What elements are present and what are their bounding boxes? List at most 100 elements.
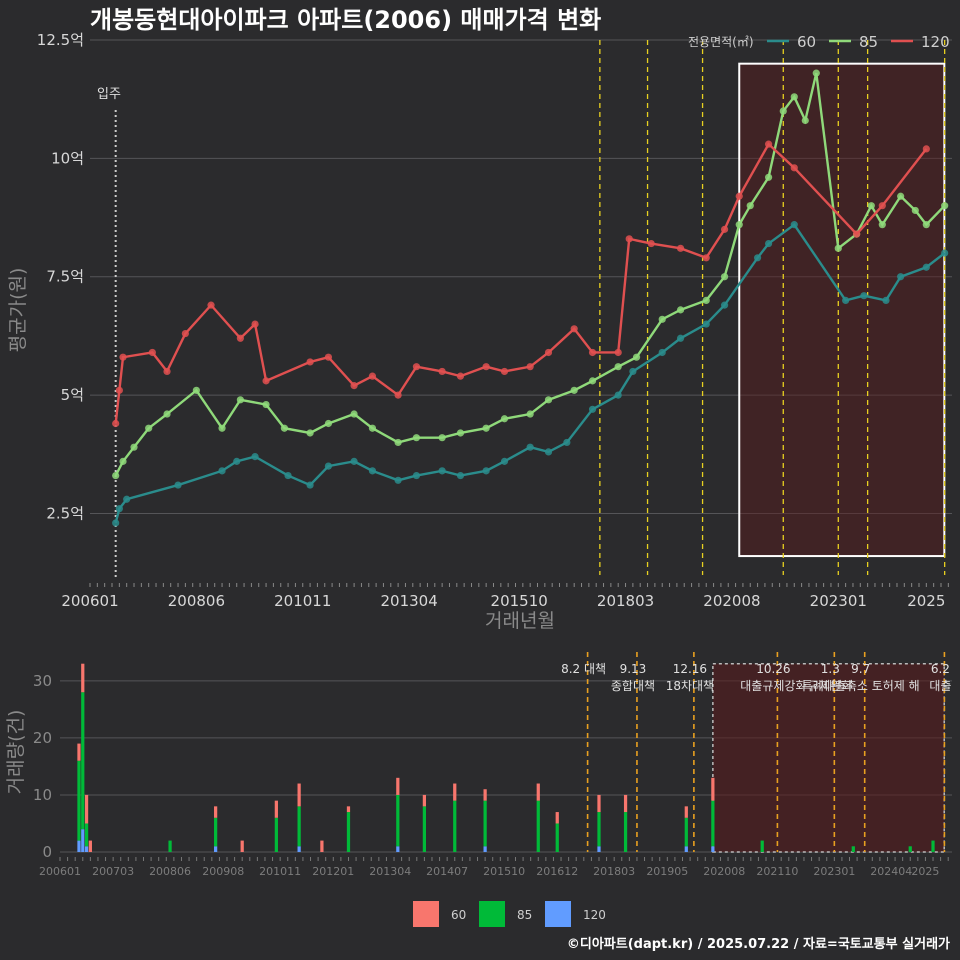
volume-legend-label-85: 85 xyxy=(517,908,532,922)
series-point-85 xyxy=(119,457,127,465)
series-point-120 xyxy=(181,329,189,338)
series-point-85 xyxy=(280,424,289,432)
series-point-120 xyxy=(163,367,171,376)
series-point-60 xyxy=(588,405,597,413)
policy-annotation: 10.26 xyxy=(756,662,790,676)
volume-x-tick-label: 202404 xyxy=(870,865,912,878)
volume-bar-60 xyxy=(483,789,487,801)
series-point-120 xyxy=(412,363,421,371)
volume-y-tick-label: 0 xyxy=(42,843,52,861)
series-point-85 xyxy=(658,315,666,323)
volume-highlight-region xyxy=(712,662,945,853)
volume-bar-60 xyxy=(320,840,324,852)
volume-x-tick-label: 200908 xyxy=(202,865,244,878)
series-point-85 xyxy=(801,116,809,125)
series-point-85 xyxy=(735,221,743,229)
price-gridlines xyxy=(90,39,952,514)
series-point-60 xyxy=(482,467,490,475)
volume-bar-120 xyxy=(214,846,218,852)
policy-annotation: 6.2 xyxy=(931,662,950,676)
series-point-120 xyxy=(148,348,156,357)
series-point-60 xyxy=(174,481,182,489)
series-point-120 xyxy=(394,391,402,399)
series-point-120 xyxy=(544,348,553,357)
series-point-120 xyxy=(764,140,773,148)
volume-bar-85 xyxy=(81,692,85,830)
series-point-120 xyxy=(922,145,930,153)
series-point-85 xyxy=(570,386,578,394)
volume-x-tick-label: 201510 xyxy=(483,865,525,878)
volume-legend: 60 85 120 xyxy=(413,901,606,927)
volume-x-tick-label: 201304 xyxy=(369,865,411,878)
series-point-120 xyxy=(115,386,123,394)
volume-x-tick-label: 200806 xyxy=(149,865,191,878)
volume-bar-85 xyxy=(274,817,278,852)
price-x-tick-label: 200601 xyxy=(61,592,118,610)
volume-bar-85 xyxy=(684,817,688,847)
series-point-120 xyxy=(853,230,861,238)
price-x-tick-label: 2025 xyxy=(907,592,945,610)
policy-annotation: 규제완화 xyxy=(808,679,852,693)
series-point-120 xyxy=(500,367,509,376)
volume-bar-120 xyxy=(597,846,601,852)
volume-x-tick-label: 200601 xyxy=(39,865,81,878)
price-y-tick-label: 5억 xyxy=(61,386,84,404)
series-point-85 xyxy=(746,202,754,210)
policy-annotation: 1.3 xyxy=(821,662,840,676)
series-point-60 xyxy=(412,471,421,480)
legend-title: 전용면적(㎡) xyxy=(688,35,754,49)
policy-annotation: 8.2 대책 xyxy=(561,661,606,676)
series-point-60 xyxy=(284,471,292,480)
volume-bar-85 xyxy=(214,817,218,847)
series-point-85 xyxy=(526,410,534,418)
series-point-120 xyxy=(207,301,215,309)
volume-bar-60 xyxy=(77,743,81,761)
volume-legend-key-120 xyxy=(545,901,571,927)
series-point-85 xyxy=(438,434,446,442)
volume-x-tick-label: 200703 xyxy=(92,865,134,878)
series-point-60 xyxy=(123,495,131,503)
series-point-85 xyxy=(262,400,270,409)
price-highlight-box xyxy=(738,62,946,558)
volume-bar-120 xyxy=(297,846,301,852)
volume-x-tick-label: 2025 xyxy=(911,865,939,878)
volume-bar-60 xyxy=(81,663,85,693)
policy-annotation: 18차대책 xyxy=(666,678,714,693)
volume-bar-60 xyxy=(396,777,400,795)
volume-y-axis-title: 거래량(건) xyxy=(5,710,27,795)
volume-bar-120 xyxy=(711,846,715,852)
series-point-60 xyxy=(456,471,465,480)
volume-y-tick-label: 30 xyxy=(33,672,52,690)
series-point-60 xyxy=(112,519,120,527)
series-point-85 xyxy=(218,424,226,432)
volume-bar-85 xyxy=(297,806,301,847)
series-point-85 xyxy=(145,424,153,432)
volume-bar-60 xyxy=(88,840,92,852)
volume-bar-120 xyxy=(77,840,81,852)
series-point-60 xyxy=(233,457,241,465)
volume-bar-85 xyxy=(483,800,487,847)
series-point-120 xyxy=(324,353,333,361)
series-point-60 xyxy=(860,292,868,300)
volume-bar-60 xyxy=(214,806,218,818)
price-x-tick-label: 202301 xyxy=(810,592,867,610)
series-point-85 xyxy=(779,107,787,115)
price-series xyxy=(112,69,949,527)
volume-bar-60 xyxy=(297,783,301,807)
volume-bar-120 xyxy=(483,846,487,852)
volume-bar-60 xyxy=(346,806,351,813)
volume-bar-60 xyxy=(711,777,715,801)
volume-bar-60 xyxy=(453,783,457,801)
volume-y-tick-label: 10 xyxy=(33,786,52,804)
series-point-120 xyxy=(456,372,465,380)
price-x-tick-label: 201510 xyxy=(491,592,548,610)
series-point-120 xyxy=(614,348,622,357)
volume-legend-label-60: 60 xyxy=(451,908,466,922)
volume-y-tick-label: 20 xyxy=(33,729,52,747)
series-point-60 xyxy=(753,254,762,262)
series-point-85 xyxy=(676,306,685,314)
series-point-85 xyxy=(306,429,314,437)
price-x-tick-label: 201304 xyxy=(380,592,437,610)
series-point-60 xyxy=(842,296,850,304)
series-point-60 xyxy=(629,367,637,376)
